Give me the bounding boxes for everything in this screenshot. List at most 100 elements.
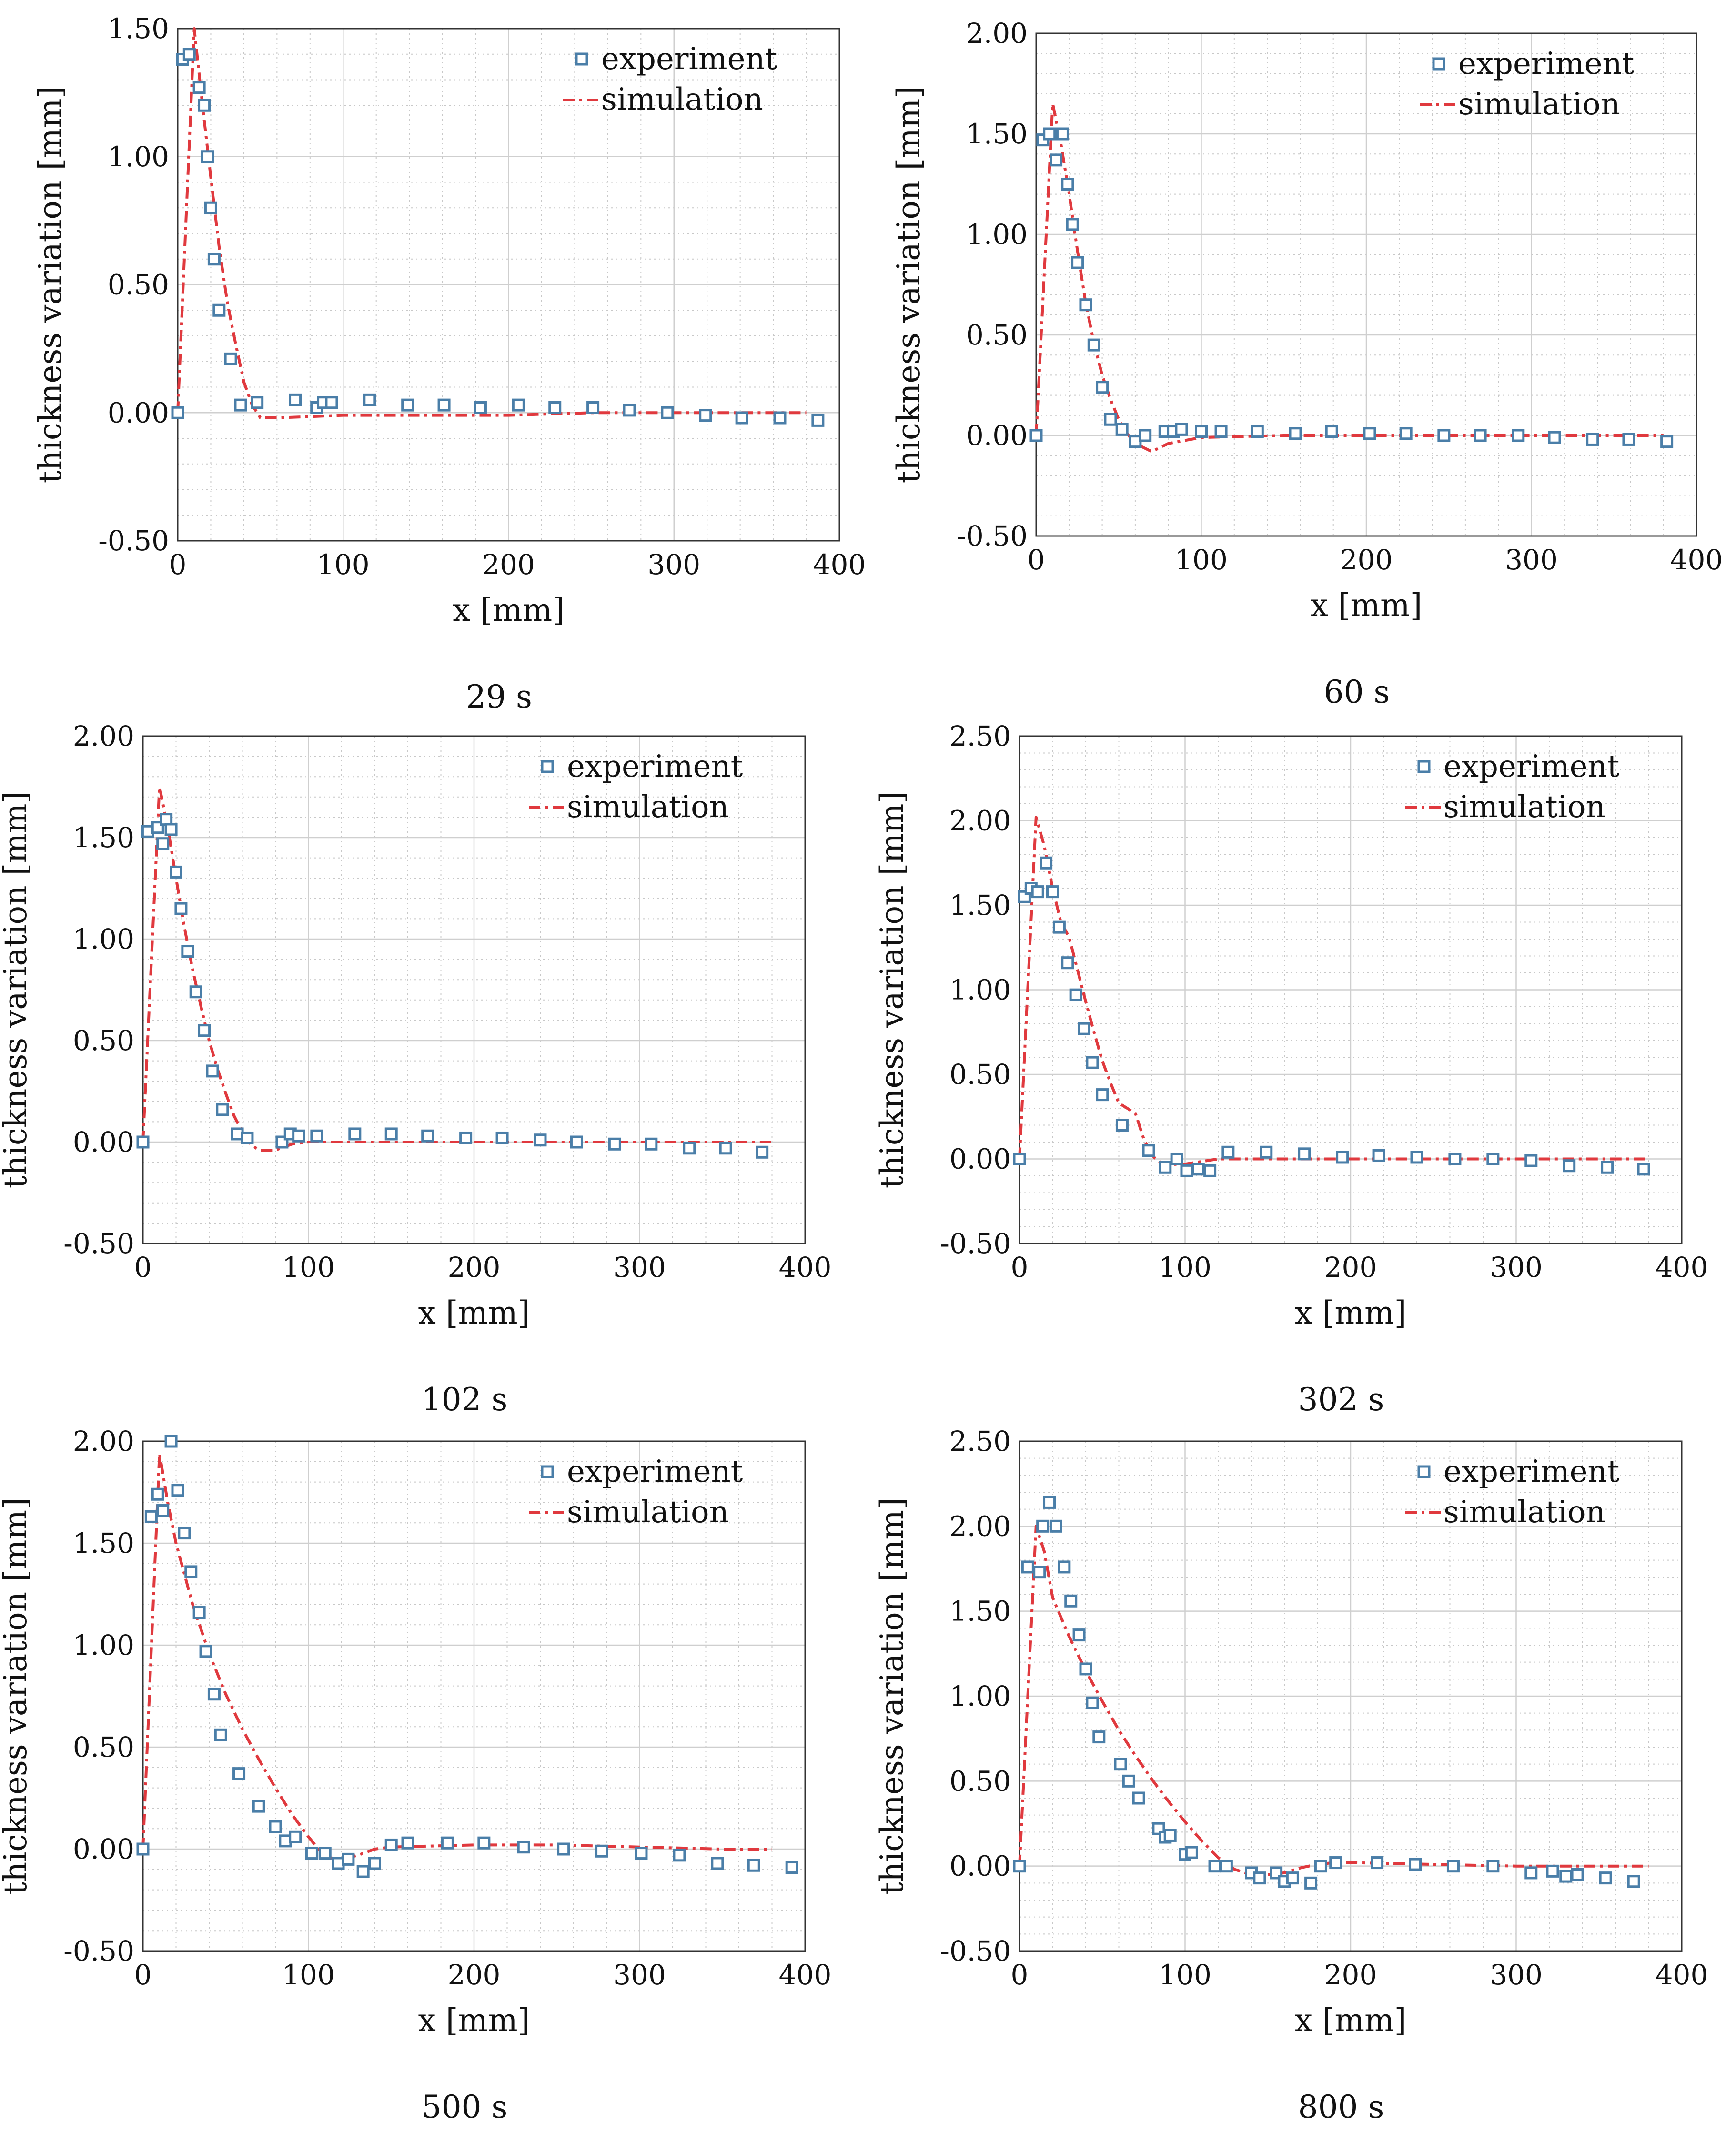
experiment-point — [174, 902, 188, 915]
experiment-point — [1163, 1829, 1177, 1842]
x-tick-label: 0 — [169, 548, 187, 581]
experiment-point — [1066, 218, 1079, 231]
chart-panel-1: 0 100 200 300 400 -0.50 0.00 0.50 1.00 1.50 x [mm]… — [32, 12, 866, 715]
chart-panel-2: 0 100 200 300 400 -0.50 0.00 0.50 1.00 1.50 2.00 x … — [890, 17, 1723, 710]
experiment-point — [1029, 429, 1043, 442]
experiment-point — [623, 404, 636, 417]
experiment-point — [811, 414, 825, 427]
y-tick-label: 1.00 — [949, 974, 1011, 1006]
experiment-point — [1052, 920, 1066, 934]
y-tick-label: 1.50 — [949, 889, 1011, 921]
y-tick-label: 2.00 — [966, 17, 1028, 50]
experiment-point — [318, 1847, 332, 1860]
experiment-point — [534, 1133, 547, 1147]
experiment-point — [1046, 885, 1059, 899]
experiment-point — [673, 1849, 686, 1862]
chart-panel-6: 0 100 200 300 400 -0.50 0.00 0.50 1.00 1.50 2.00 2.… — [874, 1425, 1708, 2125]
experiment-point — [170, 865, 182, 879]
y-tick-label: 1.50 — [73, 821, 134, 854]
y-tick-label: 0.50 — [73, 1024, 134, 1057]
experiment-point — [661, 406, 674, 419]
legend-experiment-label: experiment — [1443, 749, 1620, 784]
experiment-point — [441, 1836, 454, 1850]
experiment-point — [199, 1645, 212, 1658]
experiment-point — [178, 1527, 191, 1540]
experiment-point — [1195, 425, 1208, 438]
experiment-point — [1448, 1153, 1462, 1165]
experiment-point — [252, 1800, 265, 1813]
y-tick-label: 1.50 — [949, 1595, 1011, 1628]
y-tick-label: 0.50 — [966, 319, 1028, 351]
x-tick-label: 400 — [1670, 544, 1723, 576]
experiment-point — [232, 1767, 246, 1780]
experiment-point — [363, 393, 376, 406]
experiment-point — [1559, 1870, 1573, 1883]
experiment-point — [1410, 1151, 1423, 1164]
experiment-point — [711, 1857, 724, 1870]
experiment-point — [756, 1145, 769, 1159]
experiment-point — [1043, 1496, 1056, 1509]
minor-grid — [178, 29, 839, 541]
chart-panel-3: 0 100 200 300 400 -0.50 0.00 0.50 1.00 1.50 2.00 x … — [0, 720, 831, 1418]
experiment-point — [1092, 1730, 1106, 1744]
y-tick-label: -0.50 — [63, 1935, 134, 1967]
x-tick-label: 400 — [1655, 1959, 1708, 1991]
experiment-point — [1214, 425, 1228, 438]
experiment-point — [595, 1844, 608, 1858]
x-tick-label: 0 — [134, 1251, 152, 1284]
legend-simulation-label: simulation — [567, 1495, 729, 1530]
legend-experiment-label: experiment — [1458, 46, 1635, 81]
legend-experiment-label: experiment — [1443, 1454, 1620, 1489]
experiment-point — [207, 1688, 221, 1701]
experiment-point — [474, 401, 487, 414]
x-tick-label: 200 — [448, 1251, 501, 1284]
x-tick-label: 0 — [1011, 1251, 1029, 1284]
y-tick-label: 1.00 — [949, 1680, 1011, 1712]
experiment-point — [747, 1859, 760, 1872]
experiment-point — [325, 396, 338, 409]
experiment-point — [1637, 1163, 1650, 1176]
experiment-point — [212, 303, 226, 317]
x-axis-label: x [mm] — [1295, 1295, 1407, 1331]
experiment-point — [1175, 423, 1188, 436]
experiment-point — [548, 401, 562, 414]
experiment-point — [1185, 1846, 1198, 1859]
legend-simulation-label: simulation — [567, 789, 729, 825]
experiment-point — [1260, 1145, 1273, 1159]
simulation-line — [1018, 816, 1649, 1167]
experiment-point — [459, 1131, 473, 1144]
legend: experiment simulation — [1405, 749, 1620, 825]
experiment-point — [1622, 433, 1635, 446]
x-tick-label: 200 — [1340, 544, 1393, 576]
experiment-point — [1329, 1856, 1342, 1870]
experiment-point — [1043, 127, 1056, 141]
experiment-point — [683, 1142, 696, 1155]
simulation-line — [141, 785, 772, 1152]
x-axis-label: x [mm] — [1295, 2002, 1407, 2039]
experiment-point — [1220, 1860, 1233, 1873]
experiment-point — [1524, 1866, 1538, 1880]
experiment-point — [1142, 1144, 1155, 1157]
experiment-point — [1474, 429, 1487, 442]
experiment-point — [292, 1129, 305, 1143]
panel-caption: 500 s — [422, 2089, 508, 2125]
experiment-point — [1071, 256, 1084, 269]
x-tick-label: 100 — [1159, 1959, 1211, 1991]
experiment-point — [184, 1565, 198, 1578]
y-tick-label: -0.50 — [940, 1227, 1011, 1260]
experiment-point — [144, 1510, 158, 1523]
experiment-point — [1512, 429, 1525, 442]
experiment-series — [171, 48, 825, 427]
experiment-point — [1627, 1875, 1640, 1888]
experiment-point — [201, 150, 214, 163]
y-axis-label: thickness variation [mm] — [0, 1497, 34, 1895]
panel-caption: 302 s — [1298, 1381, 1384, 1418]
experiment-point — [234, 398, 247, 412]
experiment-point — [1208, 1860, 1221, 1873]
experiment-point — [512, 398, 525, 412]
y-tick-label: -0.50 — [98, 525, 169, 557]
legend-experiment-marker — [1432, 57, 1445, 71]
plot-frame — [177, 28, 840, 542]
experiment-point — [1524, 1154, 1538, 1167]
